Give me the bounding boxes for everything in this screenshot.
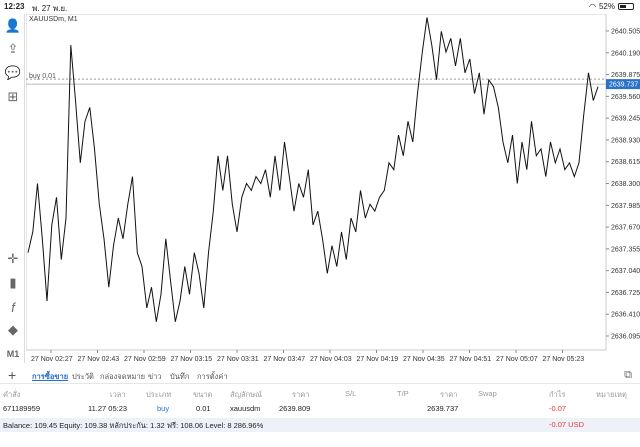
tab-news[interactable]: ข่าว: [148, 372, 162, 381]
order-id: 671189959: [3, 404, 40, 413]
price-series-line: [27, 17, 599, 322]
trade-share-icon[interactable]: ⇪: [7, 41, 19, 56]
order-type: buy: [157, 404, 170, 413]
x-tick-label: 27 Nov 03:31: [217, 356, 259, 363]
y-tick-label: 2640.505: [611, 29, 640, 36]
y-tick-label: 2639.875: [611, 72, 640, 79]
tab-history[interactable]: ประวัติ: [72, 372, 94, 381]
timeframe-button[interactable]: M1: [6, 349, 20, 359]
x-tick-label: 27 Nov 05:23: [543, 356, 585, 363]
left-toolbar: 👤 ⇪ 💬 ⊞ ✛ ▮ f ◆ M1: [0, 14, 25, 363]
col-size: ขนาด: [193, 390, 213, 399]
status-right: ◠ 52%: [589, 2, 634, 11]
y-tick-label: 2637.355: [611, 246, 640, 253]
wifi-icon: ◠: [589, 2, 596, 11]
battery-percent: 52%: [598, 2, 615, 11]
x-tick-label: 27 Nov 05:07: [496, 356, 538, 363]
user-icon[interactable]: 👤: [4, 18, 22, 33]
col-order: คำสั่ง: [3, 390, 21, 399]
crosshair-icon[interactable]: ✛: [7, 251, 19, 266]
x-tick-label: 27 Nov 03:15: [171, 356, 213, 363]
tab-trade[interactable]: การซื้อขาย: [32, 372, 69, 381]
order-symbol: xauusdm: [230, 404, 261, 413]
x-tick-label: 27 Nov 02:59: [124, 356, 166, 363]
x-tick-label: 27 Nov 04:35: [403, 356, 445, 363]
y-tick-label: 2640.190: [611, 50, 640, 57]
balance-text: Balance: 109.45 Equity: 109.38 หลักประกั…: [3, 421, 264, 430]
table-row[interactable]: 671189959 11.27 05:23 buy 0.01 xauusdm 2…: [0, 402, 640, 416]
col-tp: T/P: [397, 389, 409, 398]
chart-svg: 2640.505 2640.190 2639.875 2639.560 2639.245…: [26, 14, 640, 363]
tab-settings[interactable]: การตั้งค่า: [197, 372, 228, 381]
order-current-price: 2639.737: [427, 404, 459, 413]
col-swap: Swap: [478, 389, 497, 398]
bottom-tabs: + การซื้อขาย ประวัติ กล่องจดหมาย ข่าว บั…: [0, 366, 640, 384]
x-tick-label: 27 Nov 04:19: [357, 356, 399, 363]
y-tick-label: 2639.245: [611, 116, 640, 123]
price-chart[interactable]: 2640.505 2640.190 2639.875 2639.560 2639.245…: [26, 14, 640, 363]
battery-icon: [618, 3, 634, 10]
status-time: 12:23: [4, 2, 25, 11]
add-icon[interactable]: +: [8, 367, 17, 383]
col-time: เวลา: [110, 390, 126, 399]
y-tick-label: 2637.985: [611, 203, 640, 210]
order-time: 11.27 05:23: [88, 404, 128, 413]
buy-line-label: buy 0.01: [29, 73, 56, 80]
total-profit: -0.07 USD: [549, 420, 585, 429]
x-tick-label: 27 Nov 02:27: [31, 356, 73, 363]
window-icon[interactable]: ⧉: [624, 369, 632, 381]
y-tick-label: 2636.095: [611, 334, 640, 341]
col-current: ราคา: [440, 390, 458, 399]
tab-mailbox[interactable]: กล่องจดหมาย: [100, 372, 146, 381]
account-summary: Balance: 109.45 Equity: 109.38 หลักประกั…: [0, 418, 640, 432]
col-type: ประเภท: [146, 390, 172, 399]
col-profit: กำไร: [549, 390, 566, 399]
status-bar: 12:23 พ. 27 พ.ย. ◠ 52%: [0, 0, 640, 14]
col-symbol: สัญลักษณ์: [230, 390, 263, 399]
add-chart-icon[interactable]: ⊞: [7, 89, 19, 104]
y-tick-label: 2639.560: [611, 94, 640, 101]
y-tick-label: 2638.930: [611, 137, 640, 144]
order-profit: -0.07: [549, 404, 567, 413]
y-tick-label: 2636.410: [611, 312, 640, 319]
current-price-tag: [606, 79, 640, 90]
table-header: คำสั่ง เวลา ประเภท ขนาด สัญลักษณ์ ราคา S…: [0, 387, 640, 401]
plot-frame: [26, 14, 607, 351]
current-price-value: 2639.737: [609, 82, 638, 89]
order-size: 0.01: [196, 404, 211, 413]
tab-journal[interactable]: บันทึก: [170, 372, 190, 381]
y-tick-label: 2636.725: [611, 290, 640, 297]
order-price: 2639.809: [279, 404, 311, 413]
x-tick-label: 27 Nov 03:47: [264, 356, 306, 363]
col-note: หมายเหตุ: [596, 390, 627, 399]
chart-symbol-label: XAUUSDm, M1: [29, 16, 78, 23]
col-price: ราคา: [292, 390, 310, 399]
x-tick-label: 27 Nov 04:51: [450, 356, 492, 363]
x-tick-label: 27 Nov 02:43: [78, 356, 120, 363]
x-tick-label: 27 Nov 04:03: [310, 356, 352, 363]
y-tick-label: 2637.040: [611, 268, 640, 275]
y-tick-label: 2637.670: [611, 225, 640, 232]
candles-icon[interactable]: ▮: [9, 275, 17, 290]
objects-icon[interactable]: ◆: [8, 322, 18, 337]
y-tick-label: 2638.300: [611, 181, 640, 188]
y-tick-label: 2638.615: [611, 159, 640, 166]
col-sl: S/L: [345, 389, 357, 398]
status-date: พ. 27 พ.ย.: [32, 4, 68, 13]
chat-icon[interactable]: 💬: [4, 65, 22, 80]
indicator-icon[interactable]: f: [11, 299, 15, 315]
